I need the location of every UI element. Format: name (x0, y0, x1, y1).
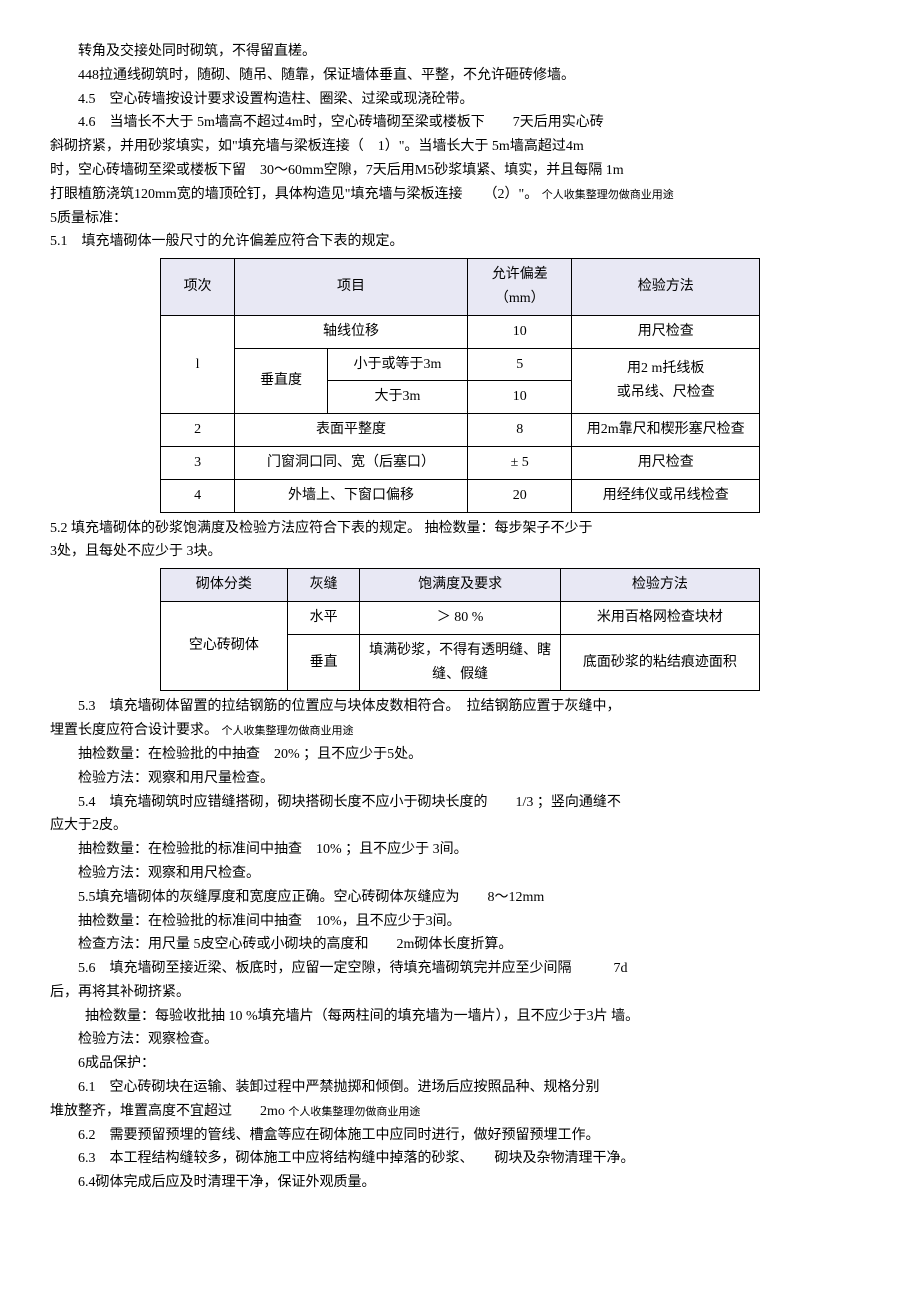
paragraph: 打眼植筋浇筑120mm宽的墙顶砼钉，具体构造见"填充墙与梁板连接 （2）"。 个… (50, 183, 870, 207)
table-header: 检验方法 (572, 259, 760, 316)
table-row: 垂直度 小于或等于3m 5 用2 m托线板 或吊线、尺检查 (161, 348, 760, 381)
table-header: 项次 (161, 259, 235, 316)
table-cell: 水平 (287, 601, 360, 634)
paragraph: 6.3 本工程结构缝较多，砌体施工中应将结构缝中掉落的砂浆、 砌块及杂物清理干净… (50, 1147, 870, 1171)
table-cell: l (161, 315, 235, 413)
table-cell: 底面砂浆的粘结痕迹面积 (560, 634, 759, 691)
table-cell: 小于或等于3m (328, 348, 468, 381)
paragraph: 后，再将其补砌挤紧。 (50, 981, 870, 1005)
paragraph: 检验方法：观察和用尺量检查。 (50, 767, 870, 791)
table-cell: 10 (467, 315, 571, 348)
note-text: 个人收集整理勿做商业用途 (288, 1106, 420, 1118)
table-header: 项目 (235, 259, 468, 316)
table-cell: 垂直 (287, 634, 360, 691)
paragraph: 5.5填充墙砌体的灰缝厚度和宽度应正确。空心砖砌体灰缝应为 8～12mm (50, 886, 870, 910)
table-header: 检验方法 (560, 569, 759, 602)
paragraph: 抽检数量：在检验批的标准间中抽查 10% ；且不应少于 3间。 (50, 838, 870, 862)
paragraph: 5.4 填充墙砌筑时应错缝搭砌，砌块搭砌长度不应小于砌块长度的 1/3 ；竖向通… (50, 791, 870, 815)
text: 埋置长度应符合设计要求。 (50, 723, 218, 738)
paragraph: 6.4砌体完成后应及时清理干净，保证外观质量。 (50, 1171, 870, 1195)
paragraph: 4.6 当墙长不大于 5m墙高不超过4m时，空心砖墙砌至梁或楼板下 7天后用实心… (50, 111, 870, 135)
table-cell: 3 (161, 446, 235, 479)
mortar-table: 砌体分类 灰缝 饱满度及要求 检验方法 空心砖砌体 水平 ＞ 80 % 米用百格… (160, 568, 760, 691)
paragraph: 堆放整齐，堆置高度不宜超过 2mo 个人收集整理勿做商业用途 (50, 1100, 870, 1124)
table-row: 4 外墙上、下窗口偏移 20 用经纬仪或吊线检查 (161, 479, 760, 512)
table-cell: 8 (467, 414, 571, 447)
paragraph: 埋置长度应符合设计要求。 个人收集整理勿做商业用途 (50, 719, 870, 743)
table-cell: 20 (467, 479, 571, 512)
table-cell: 大于3m (328, 381, 468, 414)
table-header-row: 项次 项目 允许偏差（mm） 检验方法 (161, 259, 760, 316)
tolerance-table: 项次 项目 允许偏差（mm） 检验方法 l 轴线位移 10 用尺检查 垂直度 小… (160, 258, 760, 512)
table-cell: 用尺检查 (572, 446, 760, 479)
text: 堆放整齐，堆置高度不宜超过 2mo (50, 1104, 285, 1119)
note-text: 个人收集整理勿做商业用途 (222, 725, 354, 737)
paragraph: 时，空心砖墙砌至梁或楼板下留 30～60mm空隙，7天后用M5砂浆填紧、填实，并… (50, 159, 870, 183)
table-cell: 用尺检查 (572, 315, 760, 348)
table-cell: 轴线位移 (235, 315, 468, 348)
paragraph: 6.2 需要预留预埋的管线、槽盒等应在砌体施工中应同时进行，做好预留预埋工作。 (50, 1124, 870, 1148)
paragraph: 448拉通线砌筑时，随砌、随吊、随靠，保证墙体垂直、平整，不允许砸砖修墙。 (50, 64, 870, 88)
table-header-row: 砌体分类 灰缝 饱满度及要求 检验方法 (161, 569, 760, 602)
table-cell: 外墙上、下窗口偏移 (235, 479, 468, 512)
table-cell: 用经纬仪或吊线检查 (572, 479, 760, 512)
table-cell: 门窗洞口同、宽（后塞口） (235, 446, 468, 479)
table-header: 灰缝 (287, 569, 360, 602)
table-cell: 用2m靠尺和楔形塞尺检查 (572, 414, 760, 447)
paragraph: 4.5 空心砖墙按设计要求设置构造柱、圈梁、过梁或现浇砼带。 (50, 88, 870, 112)
text: 打眼植筋浇筑120mm宽的墙顶砼钉，具体构造见"填充墙与梁板连接 （2）"。 (50, 187, 538, 202)
table-cell: ± 5 (467, 446, 571, 479)
table-row: l 轴线位移 10 用尺检查 (161, 315, 760, 348)
table-row: 2 表面平整度 8 用2m靠尺和楔形塞尺检查 (161, 414, 760, 447)
paragraph: 抽检数量：在检验批的标准间中抽查 10%，且不应少于3间。 (50, 910, 870, 934)
table-cell: ＞ 80 % (360, 601, 560, 634)
paragraph: 3处，且每处不应少于 3块。 (50, 540, 870, 564)
paragraph: 抽检数量：每验收批抽 10 %填充墙片（每两柱间的填充墙为一墙片），且不应少于3… (50, 1005, 870, 1029)
table-cell: 4 (161, 479, 235, 512)
paragraph: 检验方法：观察和用尺检查。 (50, 862, 870, 886)
table-header: 允许偏差（mm） (467, 259, 571, 316)
paragraph: 5质量标准： (50, 207, 870, 231)
paragraph: 转角及交接处同时砌筑，不得留直槎。 (50, 40, 870, 64)
paragraph: 检查方法：用尺量 5皮空心砖或小砌块的高度和 2m砌体长度折算。 (50, 933, 870, 957)
paragraph: 6成品保护： (50, 1052, 870, 1076)
paragraph: 5.1 填充墙砌体一般尺寸的允许偏差应符合下表的规定。 (50, 230, 870, 254)
table-header: 砌体分类 (161, 569, 288, 602)
paragraph: 6.1 空心砖砌块在运输、装卸过程中严禁抛掷和倾倒。进场后应按照品种、规格分别 (50, 1076, 870, 1100)
paragraph: 应大于2皮。 (50, 814, 870, 838)
table-cell: 2 (161, 414, 235, 447)
paragraph: 5.2 填充墙砌体的砂浆饱满度及检验方法应符合下表的规定。 抽检数量：每步架子不… (50, 517, 870, 541)
table-cell: 5 (467, 348, 571, 381)
table-cell: 10 (467, 381, 571, 414)
table-row: 空心砖砌体 水平 ＞ 80 % 米用百格网检查块材 (161, 601, 760, 634)
paragraph: 抽检数量：在检验批的中抽查 20% ；且不应少于5处。 (50, 743, 870, 767)
table-cell: 米用百格网检查块材 (560, 601, 759, 634)
paragraph: 检验方法：观察检查。 (50, 1028, 870, 1052)
table-cell: 空心砖砌体 (161, 601, 288, 690)
table-cell: 垂直度 (235, 348, 328, 414)
table-cell: 表面平整度 (235, 414, 468, 447)
note-text: 个人收集整理勿做商业用途 (542, 189, 674, 201)
table-cell: 用2 m托线板 或吊线、尺检查 (572, 348, 760, 414)
table-row: 3 门窗洞口同、宽（后塞口） ± 5 用尺检查 (161, 446, 760, 479)
table-header: 饱满度及要求 (360, 569, 560, 602)
table-cell: 填满砂浆，不得有透明缝、瞎缝、假缝 (360, 634, 560, 691)
paragraph: 5.3 填充墙砌体留置的拉结钢筋的位置应与块体皮数相符合。 拉结钢筋应置于灰缝中… (50, 695, 870, 719)
paragraph: 5.6 填充墙砌至接近梁、板底时，应留一定空隙，待填充墙砌筑完并应至少间隔 7d (50, 957, 870, 981)
paragraph: 斜砌挤紧，并用砂浆填实，如"填充墙与梁板连接（ 1）"。当墙长大于 5m墙高超过… (50, 135, 870, 159)
